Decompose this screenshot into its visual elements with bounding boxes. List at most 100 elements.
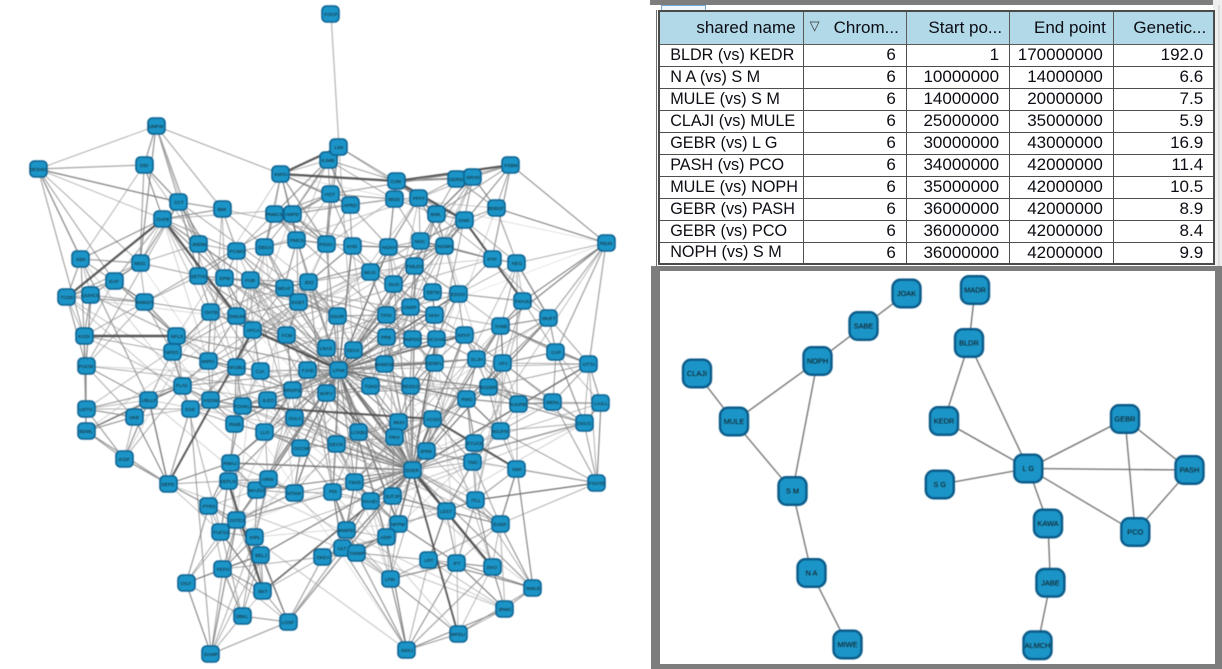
svg-text:PNMCS: PNMCS [265, 212, 282, 218]
svg-text:NWLB: NWLB [526, 586, 540, 592]
svg-text:PCWO: PCWO [230, 249, 245, 255]
svg-text:LCKBU: LCKBU [351, 430, 368, 436]
svg-text:WFDU: WFDU [451, 632, 466, 638]
svg-text:FUFSJ: FUFSJ [214, 530, 230, 536]
svg-text:SGE: SGE [185, 407, 195, 413]
svg-text:SEPLN: SEPLN [220, 479, 236, 485]
svg-text:MDG: MDG [134, 261, 145, 267]
svg-text:UKB: UKB [129, 415, 139, 421]
svg-text:FOCP: FOCP [324, 12, 337, 18]
svg-text:FEFH: FEFH [217, 567, 230, 573]
svg-text:ETUCE: ETUCE [467, 441, 483, 447]
svg-text:TPOI: TPOI [380, 313, 391, 319]
svg-text:JDO: JDO [304, 280, 314, 286]
svg-text:LOSF: LOSF [282, 620, 295, 626]
svg-text:LNAS: LNAS [320, 346, 333, 352]
svg-text:EKO: EKO [487, 565, 497, 571]
svg-text:ULT: ULT [338, 546, 347, 552]
svg-text:GNIK: GNIK [458, 218, 471, 224]
svg-text:EDOO: EDOO [451, 292, 465, 298]
svg-text:FMLEO: FMLEO [407, 264, 424, 270]
svg-text:PUB: PUB [245, 278, 255, 284]
svg-text:LPNK: LPNK [333, 368, 346, 374]
svg-text:MIWE: MIWE [837, 640, 857, 649]
svg-text:WAWCM: WAWCM [374, 362, 393, 368]
svg-text:ACSO: ACSO [426, 417, 440, 423]
svg-text:OAPE: OAPE [156, 217, 169, 223]
svg-text:PDI: PDI [329, 489, 337, 495]
svg-text:KMKDT: KMKDT [137, 300, 154, 306]
svg-text:JOAK: JOAK [897, 289, 916, 298]
svg-text:BKT: BKT [258, 589, 267, 595]
svg-text:DUG: DUG [389, 282, 400, 288]
svg-text:PASH: PASH [1180, 466, 1200, 475]
svg-text:BDBSF: BDBSF [488, 206, 504, 212]
svg-text:TGHKL: TGHKL [234, 404, 250, 410]
svg-text:KCDI: KCDI [78, 334, 89, 340]
svg-text:FCW: FCW [282, 333, 293, 339]
svg-text:PRB: PRB [381, 335, 391, 341]
svg-text:BWL: BWL [431, 212, 442, 218]
svg-text:CCT: CCT [174, 200, 184, 206]
svg-text:KGBT: KGBT [291, 300, 304, 306]
svg-text:GDRD: GDRD [449, 177, 464, 183]
svg-text:S M: S M [786, 487, 799, 496]
svg-text:KHD: KHD [347, 244, 358, 250]
svg-text:HAAEI: HAAEI [363, 499, 377, 505]
svg-text:OSCG: OSCG [577, 421, 591, 427]
svg-text:RNIB: RNIB [229, 422, 240, 428]
svg-text:SABE: SABE [854, 322, 874, 331]
svg-text:JCDF: JCDF [118, 457, 130, 463]
svg-text:PCO: PCO [1127, 528, 1143, 537]
svg-text:KAWA: KAWA [1037, 519, 1058, 528]
svg-text:TRHI: TRHI [388, 435, 399, 441]
svg-text:IHPL: IHPL [250, 535, 261, 541]
svg-text:ELJH: ELJH [471, 357, 483, 363]
svg-text:MENL: MENL [546, 400, 560, 406]
svg-text:JABE: JABE [1041, 578, 1060, 587]
svg-text:NTHT: NTHT [458, 333, 471, 339]
svg-text:GECN: GECN [329, 442, 343, 448]
svg-text:DESNG: DESNG [29, 167, 46, 173]
svg-text:LRT: LRT [425, 558, 434, 564]
svg-text:FJAD: FJAD [302, 368, 315, 374]
svg-text:RRDPS: RRDPS [284, 388, 301, 394]
svg-text:EBTB: EBTB [427, 290, 440, 296]
svg-text:CJA: CJA [255, 369, 265, 375]
svg-text:PTP: PTP [487, 257, 496, 263]
svg-text:KUURB: KUURB [510, 402, 527, 408]
svg-text:KEDR: KEDR [934, 417, 955, 426]
svg-text:DGER: DGER [405, 468, 419, 474]
svg-text:NOPH: NOPH [807, 357, 828, 366]
svg-text:FKHJU: FKHJU [515, 299, 531, 305]
svg-text:BLDR: BLDR [959, 339, 979, 348]
svg-text:LDST: LDST [440, 509, 452, 515]
svg-text:ITLL: ITLL [471, 498, 481, 504]
svg-text:EAP: EAP [109, 279, 119, 285]
svg-text:TNIWP: TNIWP [349, 551, 364, 557]
svg-text:ADIP: ADIP [380, 535, 391, 541]
svg-text:EAER: EAER [493, 522, 507, 528]
svg-text:APJ: APJ [499, 361, 508, 367]
svg-text:OKEA: OKEA [316, 555, 330, 561]
svg-text:WWPD: WWPD [338, 528, 354, 534]
svg-text:OTTA: OTTA [583, 362, 596, 368]
svg-text:UMFW: UMFW [149, 124, 164, 130]
svg-text:NFPW: NFPW [391, 522, 406, 528]
svg-text:DAMP: DAMP [204, 652, 218, 658]
svg-text:EBGA: EBGA [258, 245, 272, 251]
svg-text:BESDJ: BESDJ [402, 384, 418, 390]
svg-text:RMPDO: RMPDO [403, 337, 421, 343]
svg-text:JLEO: JLEO [262, 398, 274, 404]
svg-text:TCDD: TCDD [60, 295, 74, 301]
svg-text:CAP: CAP [551, 350, 561, 356]
svg-text:HFUBU: HFUBU [228, 365, 245, 371]
svg-text:OEMFL: OEMFL [426, 361, 443, 367]
svg-text:USTG: USTG [79, 407, 93, 413]
svg-text:ALMCH: ALMCH [1025, 641, 1051, 650]
svg-text:PUCW: PUCW [79, 364, 94, 370]
svg-text:LLO: LLO [260, 430, 269, 436]
svg-text:KJMB: KJMB [322, 158, 335, 164]
svg-text:UUHCG: UUHCG [82, 293, 100, 299]
svg-text:TANB: TANB [495, 324, 507, 330]
